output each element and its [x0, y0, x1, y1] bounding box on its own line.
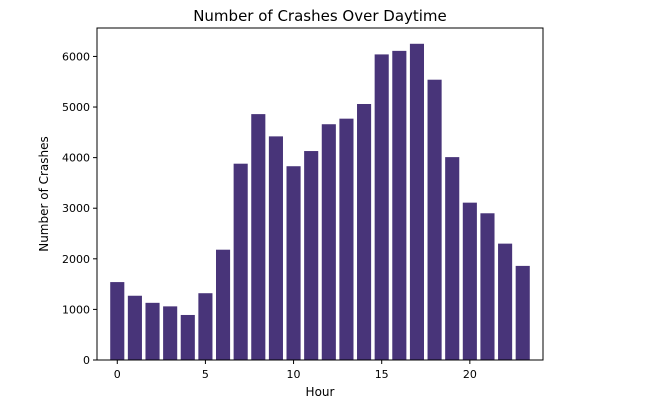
y-tick-label: 2000 — [62, 253, 90, 266]
y-tick-label: 1000 — [62, 303, 90, 316]
bar-hour-7 — [233, 163, 248, 360]
bar-hour-9 — [268, 136, 283, 360]
bar-hour-23 — [515, 265, 530, 360]
bar-hour-22 — [498, 243, 513, 360]
bar-hour-8 — [251, 114, 266, 361]
bar-hour-12 — [321, 124, 336, 361]
y-tick-label: 3000 — [62, 202, 90, 215]
x-axis-ticks: 0 5 10 15 20 — [114, 360, 477, 381]
bar-hour-11 — [304, 151, 319, 360]
bar-hour-4 — [180, 314, 195, 360]
bar-hour-5 — [198, 293, 213, 360]
bar-hour-18 — [427, 79, 442, 361]
bar-hour-2 — [145, 302, 160, 360]
chart-title: Number of Crashes Over Daytime — [193, 7, 447, 25]
bar-hour-10 — [286, 166, 301, 360]
bar-hour-17 — [409, 43, 425, 360]
y-tick-label: 4000 — [62, 152, 90, 165]
y-axis-ticks: 0 1000 2000 3000 4000 5000 6000 — [62, 50, 97, 367]
x-tick-label: 0 — [114, 368, 121, 381]
y-tick-label: 0 — [83, 354, 90, 367]
bar-hour-3 — [163, 306, 178, 360]
y-axis-label: Number of Crashes — [37, 136, 51, 252]
bar-hour-20 — [462, 202, 477, 360]
x-tick-label: 20 — [463, 368, 477, 381]
bar-hour-1 — [127, 295, 142, 360]
x-axis-label: Hour — [306, 385, 335, 399]
bar-hour-16 — [392, 50, 407, 360]
x-tick-label: 10 — [287, 368, 301, 381]
bar-hour-21 — [480, 213, 495, 360]
bar-hour-6 — [215, 249, 231, 360]
bar-hour-13 — [339, 118, 354, 360]
y-tick-label: 6000 — [62, 50, 90, 63]
plot-frame — [96, 27, 544, 361]
bar-hour-19 — [445, 157, 460, 360]
bar-hour-14 — [357, 103, 372, 361]
x-tick-label: 15 — [375, 368, 389, 381]
bar-hour-15 — [374, 54, 389, 360]
bars-group — [110, 43, 530, 361]
x-tick-label: 5 — [202, 368, 209, 381]
bar-hour-0 — [110, 282, 125, 360]
y-tick-label: 5000 — [62, 101, 90, 114]
